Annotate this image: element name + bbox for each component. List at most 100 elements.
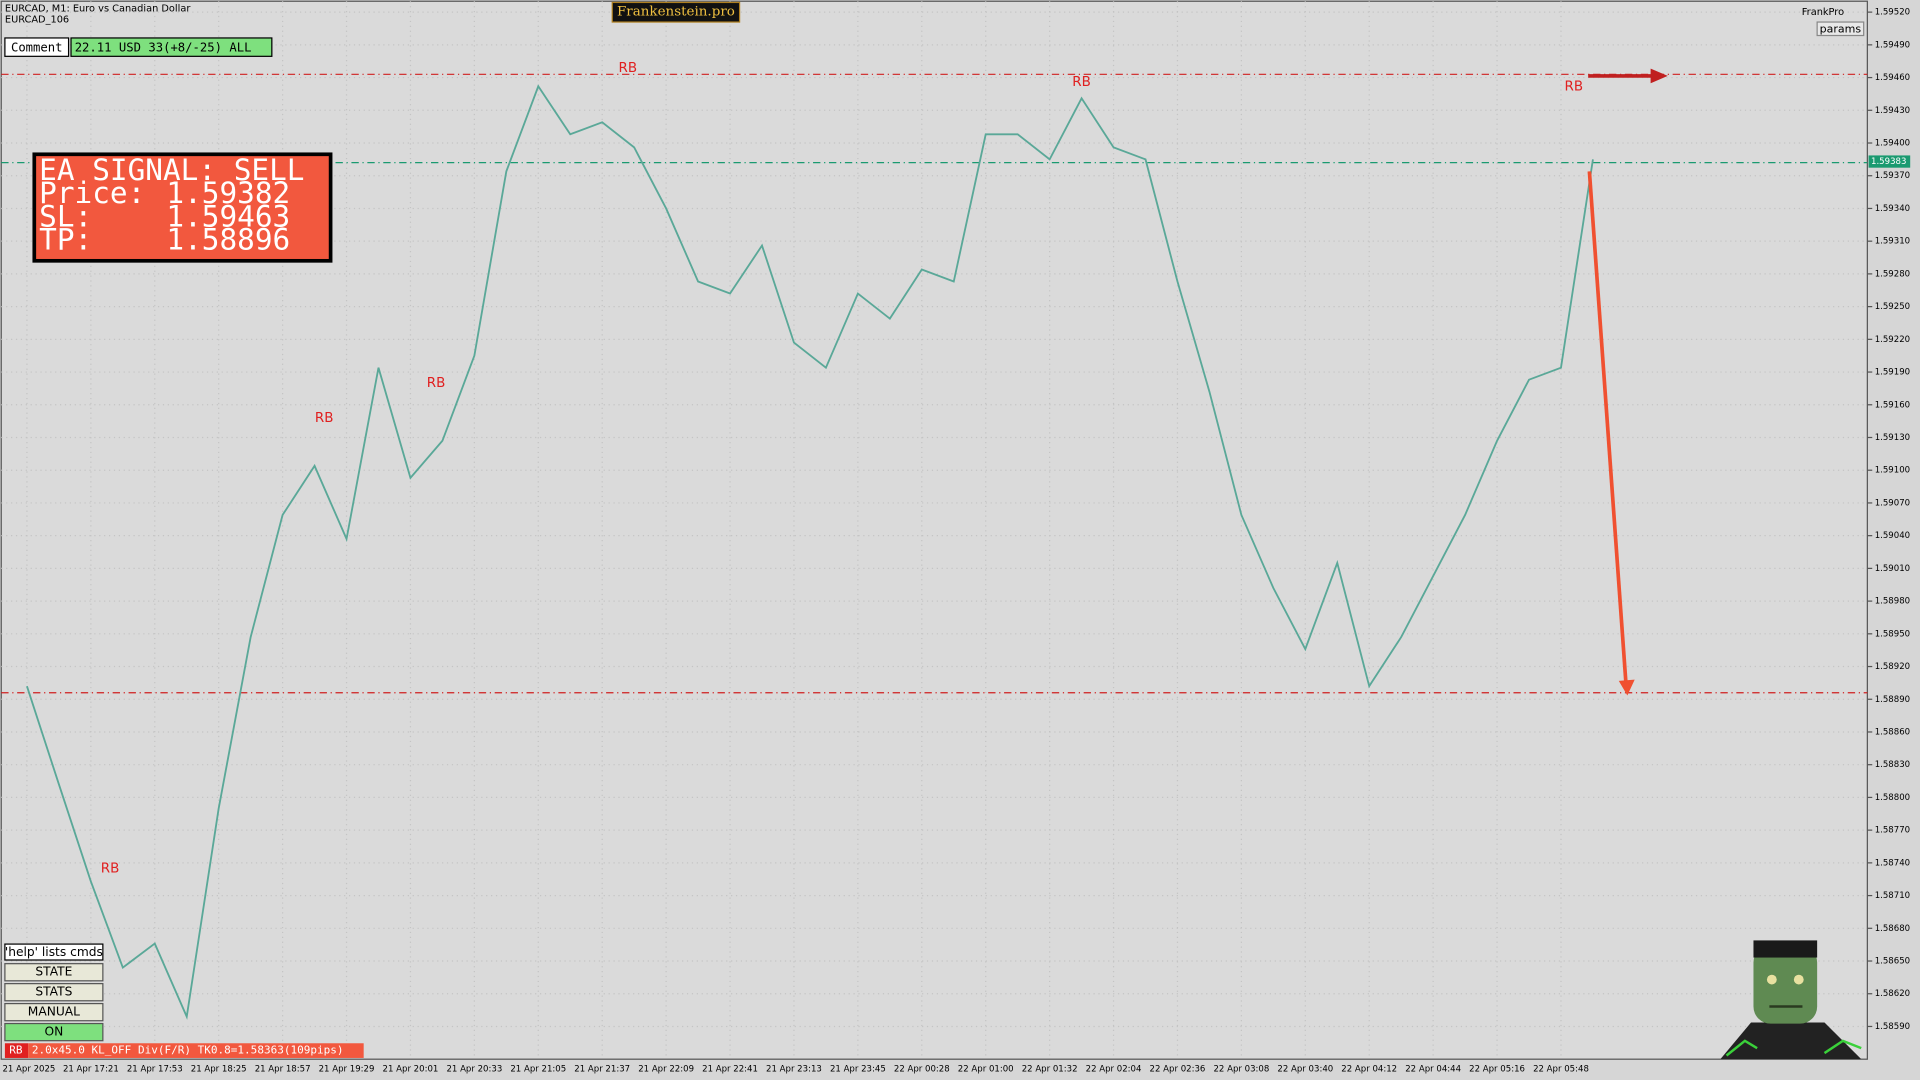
annotation: RB (618, 61, 637, 76)
y-tick-label: 1.59010 (1875, 564, 1910, 574)
x-tick-label: 21 Apr 21:05 (510, 1064, 566, 1074)
y-tick-label: 1.59130 (1875, 433, 1910, 443)
y-tick-label: 1.59280 (1875, 269, 1910, 279)
y-tick-label: 1.59370 (1875, 171, 1910, 181)
annotation: RB (315, 411, 334, 426)
x-tick-label: 21 Apr 18:25 (191, 1064, 247, 1074)
x-tick-label: 22 Apr 01:00 (958, 1064, 1014, 1074)
status-text: 2.0x45.0 KL_OFF Div(F/R) TK0.8=1.58363(1… (32, 1044, 344, 1057)
annotation: RB (427, 376, 446, 391)
y-tick-label: 1.59190 (1875, 368, 1910, 378)
y-tick-label: 1.58920 (1875, 662, 1910, 672)
y-tick-label: 1.59490 (1875, 40, 1910, 50)
comment-label: Comment (11, 40, 63, 54)
help-text: 'help' lists cmds (5, 945, 103, 959)
comment-box (4, 37, 70, 57)
x-tick-label: 21 Apr 22:09 (638, 1064, 694, 1074)
x-tick-label: 22 Apr 00:28 (894, 1064, 950, 1074)
status-box (28, 1043, 364, 1058)
x-tick-label: 21 Apr 23:13 (766, 1064, 822, 1074)
annotation: RB (101, 861, 120, 876)
status-tag: RB (9, 1044, 23, 1057)
annotation: RB (1072, 75, 1091, 90)
levels (1, 73, 1868, 694)
y-tick-label: 1.58680 (1875, 924, 1910, 934)
y-tick-label: 1.58620 (1875, 989, 1910, 999)
x-tick-label: 21 Apr 23:45 (830, 1064, 886, 1074)
symbol: EURCAD, M1: Euro vs Canadian Dollar (5, 4, 191, 15)
arrow-head (1618, 679, 1635, 696)
y-tick-label: 1.58950 (1875, 629, 1910, 639)
arrow-head (1650, 68, 1668, 84)
x-tick-label: 22 Apr 02:04 (1086, 1064, 1142, 1074)
y-tick-label: 1.59460 (1875, 73, 1910, 83)
account: EURCAD_106 (5, 15, 69, 26)
y-tick-label: 1.59400 (1875, 139, 1910, 149)
y-tick-label: 1.58770 (1875, 826, 1910, 836)
price-line (26, 84, 1594, 1020)
y-tick-label: 1.59220 (1875, 335, 1910, 345)
arrow (1587, 171, 1628, 686)
y-tick-label: 1.58980 (1875, 597, 1910, 607)
x-tick-label: 21 Apr 20:33 (446, 1064, 502, 1074)
y-tick-label: 1.59070 (1875, 498, 1910, 508)
signal-value: 1.59382 (166, 176, 290, 210)
x-tick-label: 21 Apr 19:29 (319, 1064, 375, 1074)
x-tick-label: 21 Apr 20:01 (383, 1064, 439, 1074)
y-tick-label: 1.59430 (1875, 106, 1910, 116)
x-tick-label: 22 Apr 04:12 (1341, 1064, 1397, 1074)
grid (1, 1, 1868, 1060)
button-label[interactable]: STATS (35, 985, 72, 999)
button[interactable] (4, 1002, 104, 1022)
signal-title: EA SIGNAL: SELL (39, 153, 304, 187)
x-tick-label: 21 Apr 2025 (2, 1064, 55, 1074)
x-tick-label: 22 Apr 05:16 (1469, 1064, 1525, 1074)
y-tick-label: 1.58590 (1875, 1022, 1910, 1032)
x-tick-label: 21 Apr 17:21 (63, 1064, 119, 1074)
x-tick-label: 21 Apr 21:37 (574, 1064, 630, 1074)
y-tick-label: 1.58710 (1875, 891, 1910, 901)
x-tick-label: 21 Apr 18:57 (255, 1064, 311, 1074)
x-tick-label: 22 Apr 01:32 (1022, 1064, 1078, 1074)
series (26, 84, 1594, 1020)
y-tick-label: 1.58830 (1875, 760, 1910, 770)
comment-value-box (70, 37, 273, 57)
x-tick-label: 22 Apr 03:40 (1277, 1064, 1333, 1074)
x-tick-label: 22 Apr 03:08 (1213, 1064, 1269, 1074)
y-tick-label: 1.59340 (1875, 204, 1910, 214)
x-tick-label: 21 Apr 17:53 (127, 1064, 183, 1074)
button-label[interactable]: MANUAL (28, 1005, 80, 1019)
brand-box (611, 1, 741, 23)
button-label[interactable]: ON (44, 1025, 63, 1039)
y-tick-label: 1.58740 (1875, 858, 1910, 868)
signal-label: Price: (39, 176, 145, 210)
button[interactable] (4, 1022, 104, 1042)
price-tag: 1.59383 (1871, 157, 1906, 167)
help-box (4, 943, 104, 961)
mascot (1720, 940, 1862, 1060)
y-tick-label: 1.58800 (1875, 793, 1910, 803)
x-tick-label: 22 Apr 04:44 (1405, 1064, 1461, 1074)
status-tag-box (4, 1043, 29, 1058)
params-button[interactable] (1816, 21, 1865, 37)
signal-value: 1.58896 (166, 223, 290, 257)
signal-rows: Price: 1.59382 SL: 1.59463 TP: 1.58896 (39, 176, 290, 257)
params-label[interactable]: params (1820, 22, 1862, 35)
annotations: RB RB RB RB RB RB (101, 61, 1583, 877)
comment-text: 22.11 USD 33(+8/-25) ALL (75, 40, 252, 54)
x-tick-label: 21 Apr 22:41 (702, 1064, 758, 1074)
y-tick-label: 1.59250 (1875, 302, 1910, 312)
button[interactable] (4, 963, 104, 982)
button-label[interactable]: STATE (35, 965, 72, 979)
price-tag-box (1868, 155, 1911, 168)
user: FrankPro (1802, 7, 1844, 18)
brand: Frankenstein.pro (617, 5, 735, 20)
y-tick-label: 1.59310 (1875, 237, 1910, 247)
button[interactable] (4, 983, 104, 1002)
signal-value: 1.59463 (166, 199, 290, 233)
y-tick-label: 1.58890 (1875, 695, 1910, 705)
y-tick-label: 1.59520 (1875, 8, 1910, 18)
annotation: RB (1564, 79, 1583, 94)
